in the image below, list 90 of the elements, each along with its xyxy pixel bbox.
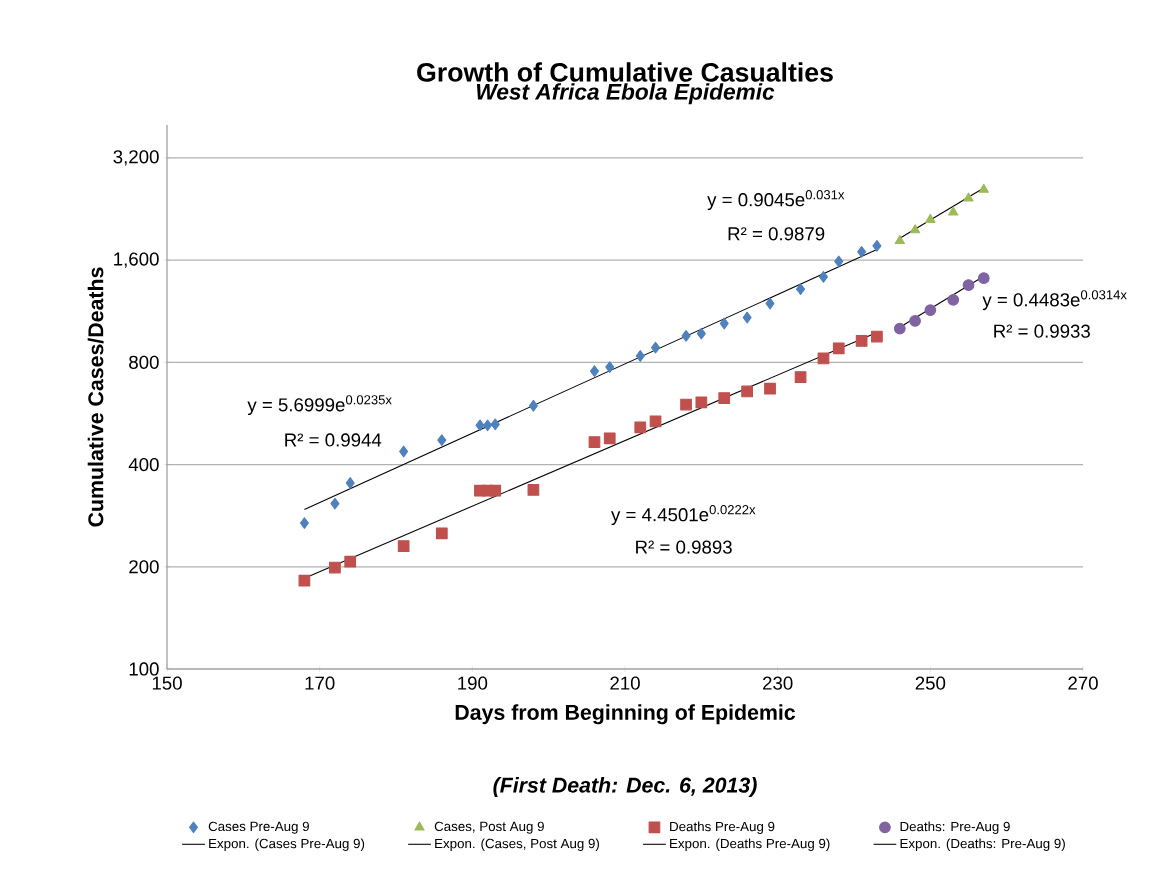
point bbox=[894, 234, 905, 244]
point bbox=[696, 327, 706, 340]
annotation: R² = 0.9933 bbox=[994, 324, 1090, 338]
point bbox=[741, 385, 754, 398]
annotation: y = 0.4483e$^{0.0314x}$ bbox=[982, 290, 1127, 311]
legend-label: Deaths Pre-Aug 9 bbox=[670, 821, 775, 834]
x-tick-label: 250 bbox=[915, 676, 946, 690]
point bbox=[588, 436, 601, 448]
point bbox=[855, 335, 868, 347]
point bbox=[796, 283, 806, 296]
point bbox=[475, 419, 485, 432]
point bbox=[483, 419, 493, 432]
y-tick-label: 800 bbox=[129, 355, 159, 369]
y-tick-label: 3,200 bbox=[113, 150, 159, 166]
point bbox=[635, 350, 645, 362]
point bbox=[329, 561, 341, 574]
x-tick-label: 190 bbox=[458, 676, 488, 690]
point bbox=[893, 322, 906, 335]
point bbox=[397, 540, 410, 553]
y-tick-label: 400 bbox=[128, 457, 159, 472]
point bbox=[834, 255, 844, 268]
point bbox=[948, 206, 959, 216]
legend-label: Expon. (Cases Pre-Aug 9) bbox=[209, 838, 365, 851]
point bbox=[817, 352, 830, 365]
annotation: R² = 0.9944 bbox=[285, 433, 382, 447]
y-tick-label: 100 bbox=[129, 662, 159, 676]
point bbox=[299, 517, 309, 529]
annotation: R² = 0.9879 bbox=[728, 227, 825, 241]
point bbox=[765, 297, 775, 310]
point bbox=[924, 304, 937, 317]
x-tick-label: 210 bbox=[610, 676, 640, 690]
point bbox=[605, 361, 615, 373]
point bbox=[742, 311, 752, 324]
point bbox=[330, 497, 340, 510]
point bbox=[695, 396, 708, 409]
point bbox=[909, 315, 921, 327]
point bbox=[871, 330, 883, 343]
x-tick-label: 230 bbox=[763, 676, 793, 690]
x-tick-label: 170 bbox=[305, 676, 335, 690]
y-tick-label: 200 bbox=[129, 560, 159, 574]
point bbox=[764, 382, 776, 395]
point bbox=[589, 365, 600, 377]
point bbox=[649, 415, 662, 428]
chart-subtitle: West Africa Ebola Epidemic bbox=[476, 83, 775, 105]
point bbox=[680, 398, 692, 411]
legend-label: Expon. (Deaths Pre-Aug 9) bbox=[670, 838, 830, 851]
y-axis-title: Cumulative Cases/Deaths bbox=[87, 267, 104, 527]
point bbox=[437, 434, 447, 446]
point bbox=[489, 484, 502, 497]
point bbox=[528, 399, 538, 412]
point bbox=[872, 239, 882, 252]
point bbox=[345, 477, 355, 489]
point bbox=[818, 271, 829, 283]
annotation: y = 5.6999e$^{0.0235x}$ bbox=[247, 395, 392, 416]
chart-title: Growth of Cumulative Casualties bbox=[417, 62, 833, 82]
point bbox=[634, 421, 647, 434]
point bbox=[718, 392, 731, 404]
x-tick-label: 270 bbox=[1068, 676, 1098, 690]
point bbox=[963, 192, 974, 202]
point bbox=[962, 279, 975, 292]
text: (First Death: Dec. 6, 2013) bbox=[493, 777, 757, 797]
point bbox=[977, 272, 990, 284]
point bbox=[490, 418, 500, 431]
point bbox=[435, 527, 448, 540]
point bbox=[298, 574, 311, 587]
point bbox=[719, 317, 729, 330]
annotation: y = 0.9045e$^{0.031x}$ bbox=[707, 190, 845, 211]
point bbox=[603, 432, 616, 445]
point bbox=[794, 371, 807, 383]
legend-label: Expon. (Cases, Post Aug 9) bbox=[435, 838, 600, 851]
x-axis-title: Days from Beginning of Epidemic bbox=[455, 704, 796, 725]
legend-label: Cases Pre-Aug 9 bbox=[208, 821, 309, 834]
point bbox=[344, 555, 357, 568]
point bbox=[947, 293, 960, 306]
legend-label: Expon. (Deaths: Pre-Aug 9) bbox=[900, 838, 1065, 851]
annotation: R² = 0.9893 bbox=[636, 540, 732, 554]
point bbox=[399, 445, 409, 458]
point bbox=[857, 245, 867, 258]
point bbox=[832, 342, 845, 355]
point bbox=[925, 213, 936, 223]
annotation: y = 4.4501e$^{0.0222x}$ bbox=[611, 505, 756, 525]
y-tick-label: 1,600 bbox=[114, 252, 159, 268]
point bbox=[651, 341, 661, 354]
point bbox=[527, 483, 540, 496]
point bbox=[909, 224, 921, 234]
legend-label: Cases, Post Aug 9 bbox=[434, 821, 544, 834]
x-tick-label: 150 bbox=[152, 676, 182, 690]
legend-label: Deaths: Pre-Aug 9 bbox=[900, 821, 1010, 834]
point bbox=[681, 330, 691, 342]
point bbox=[978, 183, 989, 193]
